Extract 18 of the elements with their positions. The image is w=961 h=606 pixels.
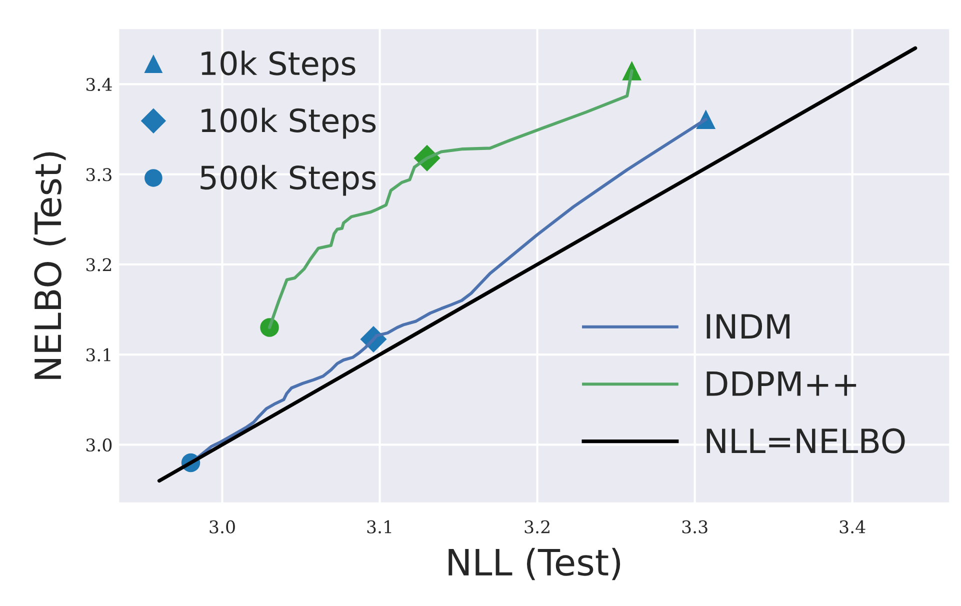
y-tick-label: 3.3 bbox=[86, 168, 112, 182]
legend-label: INDM bbox=[706, 314, 790, 339]
x-tick-label: 3.0 bbox=[210, 520, 235, 534]
y-tick-label: 3.4 bbox=[86, 78, 112, 92]
x-tick-label: 3.3 bbox=[682, 520, 708, 534]
y-tick-label: 3.0 bbox=[86, 438, 112, 452]
y-axis-title: NELBO (Test) bbox=[34, 152, 66, 379]
legend-label: DDPM++ bbox=[706, 371, 856, 396]
x-tick-label: 3.2 bbox=[524, 520, 550, 534]
x-tick-label: 3.4 bbox=[840, 520, 866, 534]
legend-label: 100k Steps bbox=[202, 108, 376, 139]
legend-label: NLL=NELBO bbox=[706, 428, 905, 454]
x-axis-title: NLL (Test) bbox=[448, 548, 620, 580]
y-tick-label: 3.2 bbox=[86, 258, 112, 272]
legend-label: 500k Steps bbox=[200, 164, 376, 196]
x-tick-label: 3.1 bbox=[367, 520, 392, 534]
legend-label: 10k Steps bbox=[202, 50, 356, 82]
y-tick-label: 3.1 bbox=[86, 348, 110, 362]
